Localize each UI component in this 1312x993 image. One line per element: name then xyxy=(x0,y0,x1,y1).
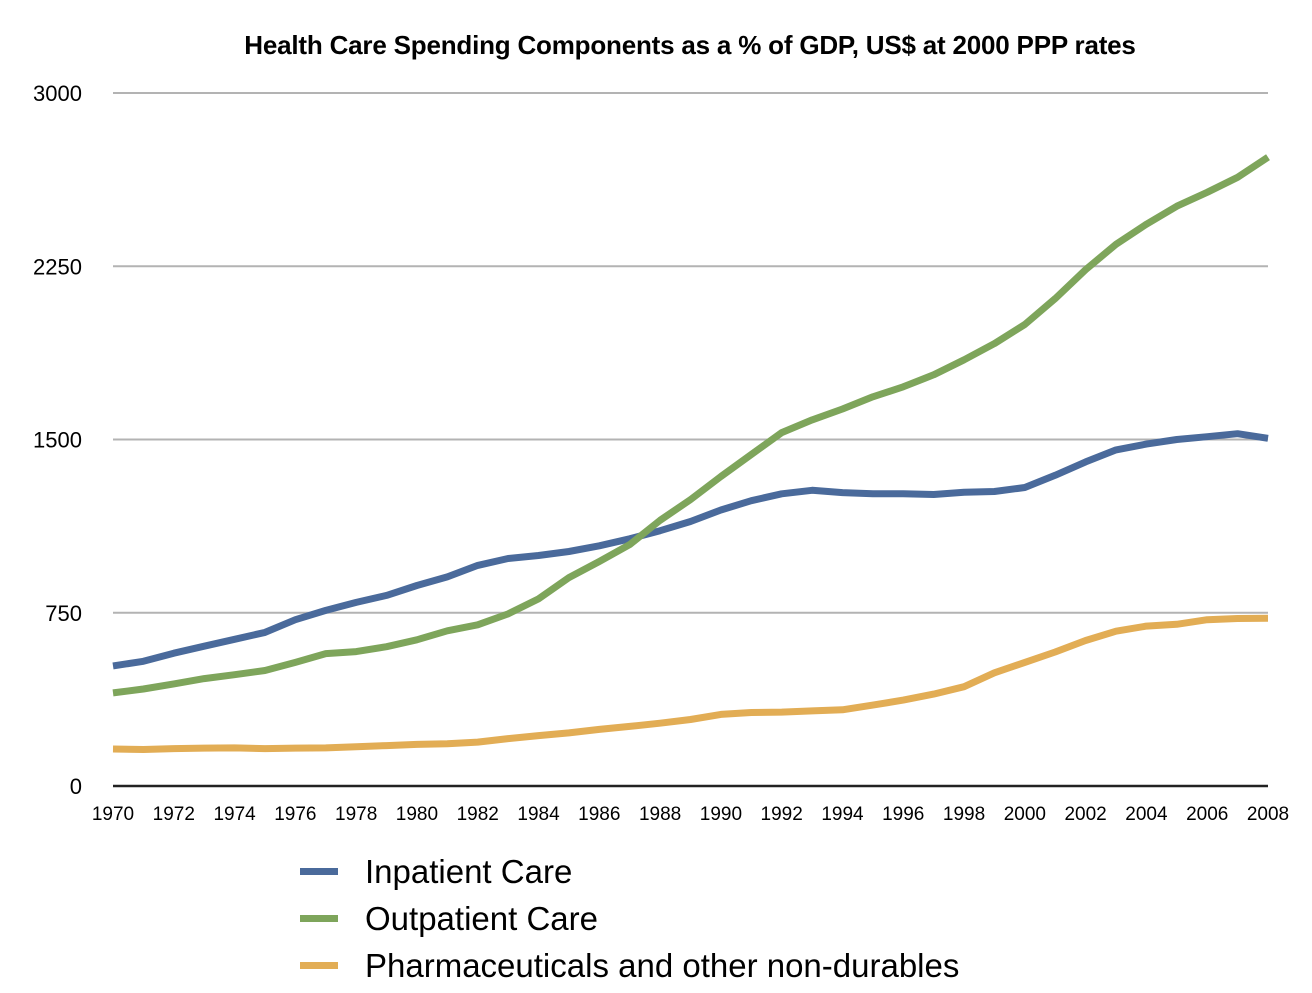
x-tick-label: 1984 xyxy=(517,804,560,825)
legend: Inpatient Care Outpatient Care Pharmaceuti… xyxy=(300,848,959,989)
legend-label: Inpatient Care xyxy=(365,852,573,890)
x-tick-label: 1972 xyxy=(153,804,195,825)
legend-item: Inpatient Care xyxy=(300,848,959,895)
x-axis-ticks: 1970 1972 1974 1976 1978 1980 1982 1984 1986 1988… xyxy=(92,804,1289,825)
x-tick-label: 1980 xyxy=(396,804,438,825)
series-lines xyxy=(112,154,1270,753)
legend-label: Pharmaceuticals and other non-durables xyxy=(365,946,960,984)
series-line-inpatient-care xyxy=(112,430,1269,670)
legend-item: Pharmaceuticals and other non-durables xyxy=(300,942,959,989)
x-tick-label: 1978 xyxy=(335,804,377,825)
x-tick-label: 1994 xyxy=(821,804,864,825)
x-tick-label: 1998 xyxy=(943,804,985,825)
x-tick-label: 2004 xyxy=(1125,804,1168,825)
y-tick-label: 750 xyxy=(45,601,82,626)
x-tick-label: 1982 xyxy=(457,804,499,825)
series-line-pharmaceuticals-and-other-non-durables xyxy=(112,614,1269,753)
x-tick-label: 1970 xyxy=(92,804,134,825)
legend-label: Outpatient Care xyxy=(365,899,598,937)
gridlines xyxy=(113,92,1268,614)
chart-title: Health Care Spending Components as a % o… xyxy=(244,30,1136,60)
series-line-outpatient-care xyxy=(112,154,1270,697)
x-tick-label: 1990 xyxy=(700,804,742,825)
x-tick-label: 1996 xyxy=(882,804,924,825)
legend-item: Outpatient Care xyxy=(300,895,959,942)
y-tick-label: 1500 xyxy=(33,428,82,453)
x-tick-label: 1992 xyxy=(761,804,803,825)
legend-swatch xyxy=(300,868,338,875)
x-tick-label: 2002 xyxy=(1064,804,1106,825)
legend-swatch xyxy=(300,915,338,922)
x-tick-label: 2008 xyxy=(1247,804,1289,825)
x-tick-label: 2000 xyxy=(1004,804,1046,825)
y-axis-ticks: 0 750 1500 2250 3000 xyxy=(33,81,82,799)
x-tick-label: 1974 xyxy=(213,804,256,825)
x-tick-label: 1988 xyxy=(639,804,681,825)
x-tick-label: 1986 xyxy=(578,804,620,825)
y-tick-label: 2250 xyxy=(33,254,82,279)
x-tick-label: 1976 xyxy=(274,804,316,825)
x-tick-label: 2006 xyxy=(1186,804,1228,825)
y-tick-label: 0 xyxy=(70,774,82,799)
legend-swatch xyxy=(300,962,338,969)
y-tick-label: 3000 xyxy=(33,81,82,106)
